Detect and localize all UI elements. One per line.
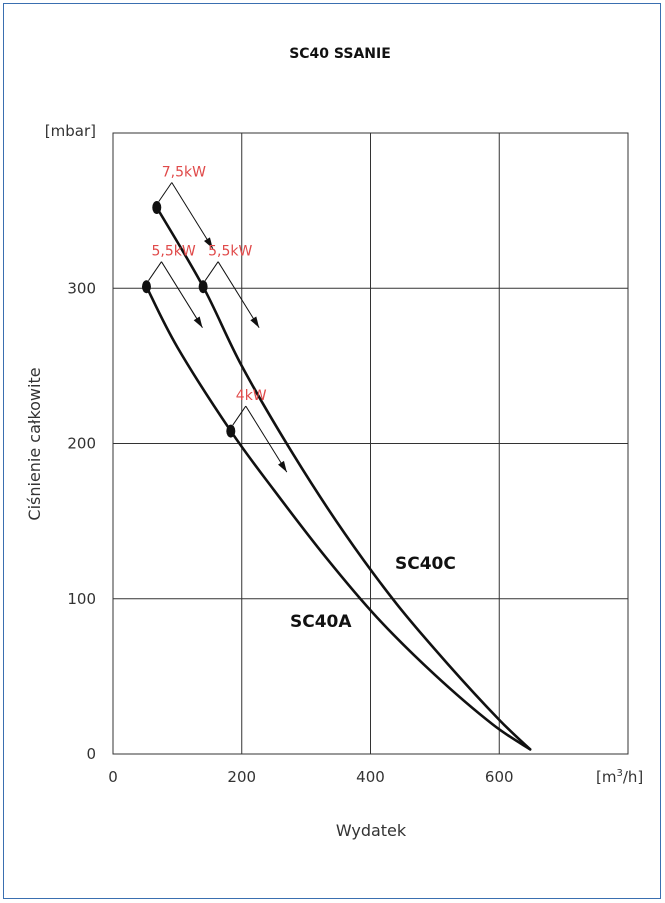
power-label: 7,5kW	[162, 165, 206, 181]
y-unit-label: [mbar]	[45, 122, 96, 140]
curves	[145, 206, 532, 751]
power-arrow-line	[161, 261, 203, 328]
power-markers: 7,5kW 5,5kW 5,5kW 4kW	[141, 165, 288, 473]
power-arrow-line	[217, 261, 260, 328]
x-axis-title: Wydatek	[336, 821, 407, 840]
series-label-sc40c: SC40C	[395, 554, 456, 574]
y-tick-label: 0	[86, 745, 96, 763]
series-label-sc40a: SC40A	[290, 612, 352, 632]
chart-frame	[3, 3, 661, 899]
power-arrow-head	[203, 237, 213, 249]
power-arrow-head	[278, 460, 287, 473]
power-point-marker	[141, 280, 151, 294]
y-tick-label: 100	[67, 590, 96, 608]
power-arrow-line	[245, 405, 288, 473]
power-point-marker	[226, 424, 236, 438]
power-arrow-head	[250, 316, 260, 328]
power-label: 4kW	[236, 388, 267, 404]
x-tick-label: 0	[108, 768, 118, 786]
power-arrow-line	[171, 182, 214, 249]
y-tick-label: 300	[67, 279, 96, 297]
x-tick-label: 400	[356, 768, 385, 786]
power-point-marker	[198, 280, 208, 294]
chart-title: SC40 SSANIE	[289, 46, 391, 62]
power-arrow-head	[193, 316, 203, 328]
power-arrow-stem	[232, 405, 247, 426]
x-unit-label: [m3/h]	[596, 768, 643, 786]
series-line-sc40c	[155, 206, 532, 751]
x-tick-label: 600	[485, 768, 514, 786]
series-line-sc40a	[145, 285, 532, 751]
x-tick-label: 200	[227, 768, 256, 786]
power-point-marker	[152, 201, 162, 215]
y-tick-label: 200	[67, 435, 96, 453]
power-arrow-stem	[148, 261, 162, 281]
y-axis-title: Ciśnienie całkowite	[25, 367, 44, 520]
power-arrow-stem	[158, 182, 173, 202]
power-arrow-stem	[204, 261, 219, 281]
grid	[112, 132, 629, 755]
tick-labels: 0 200 400 600 0 100 200 300	[67, 279, 513, 786]
power-label: 5,5kW	[151, 244, 195, 260]
power-label: 5,5kW	[208, 244, 252, 260]
